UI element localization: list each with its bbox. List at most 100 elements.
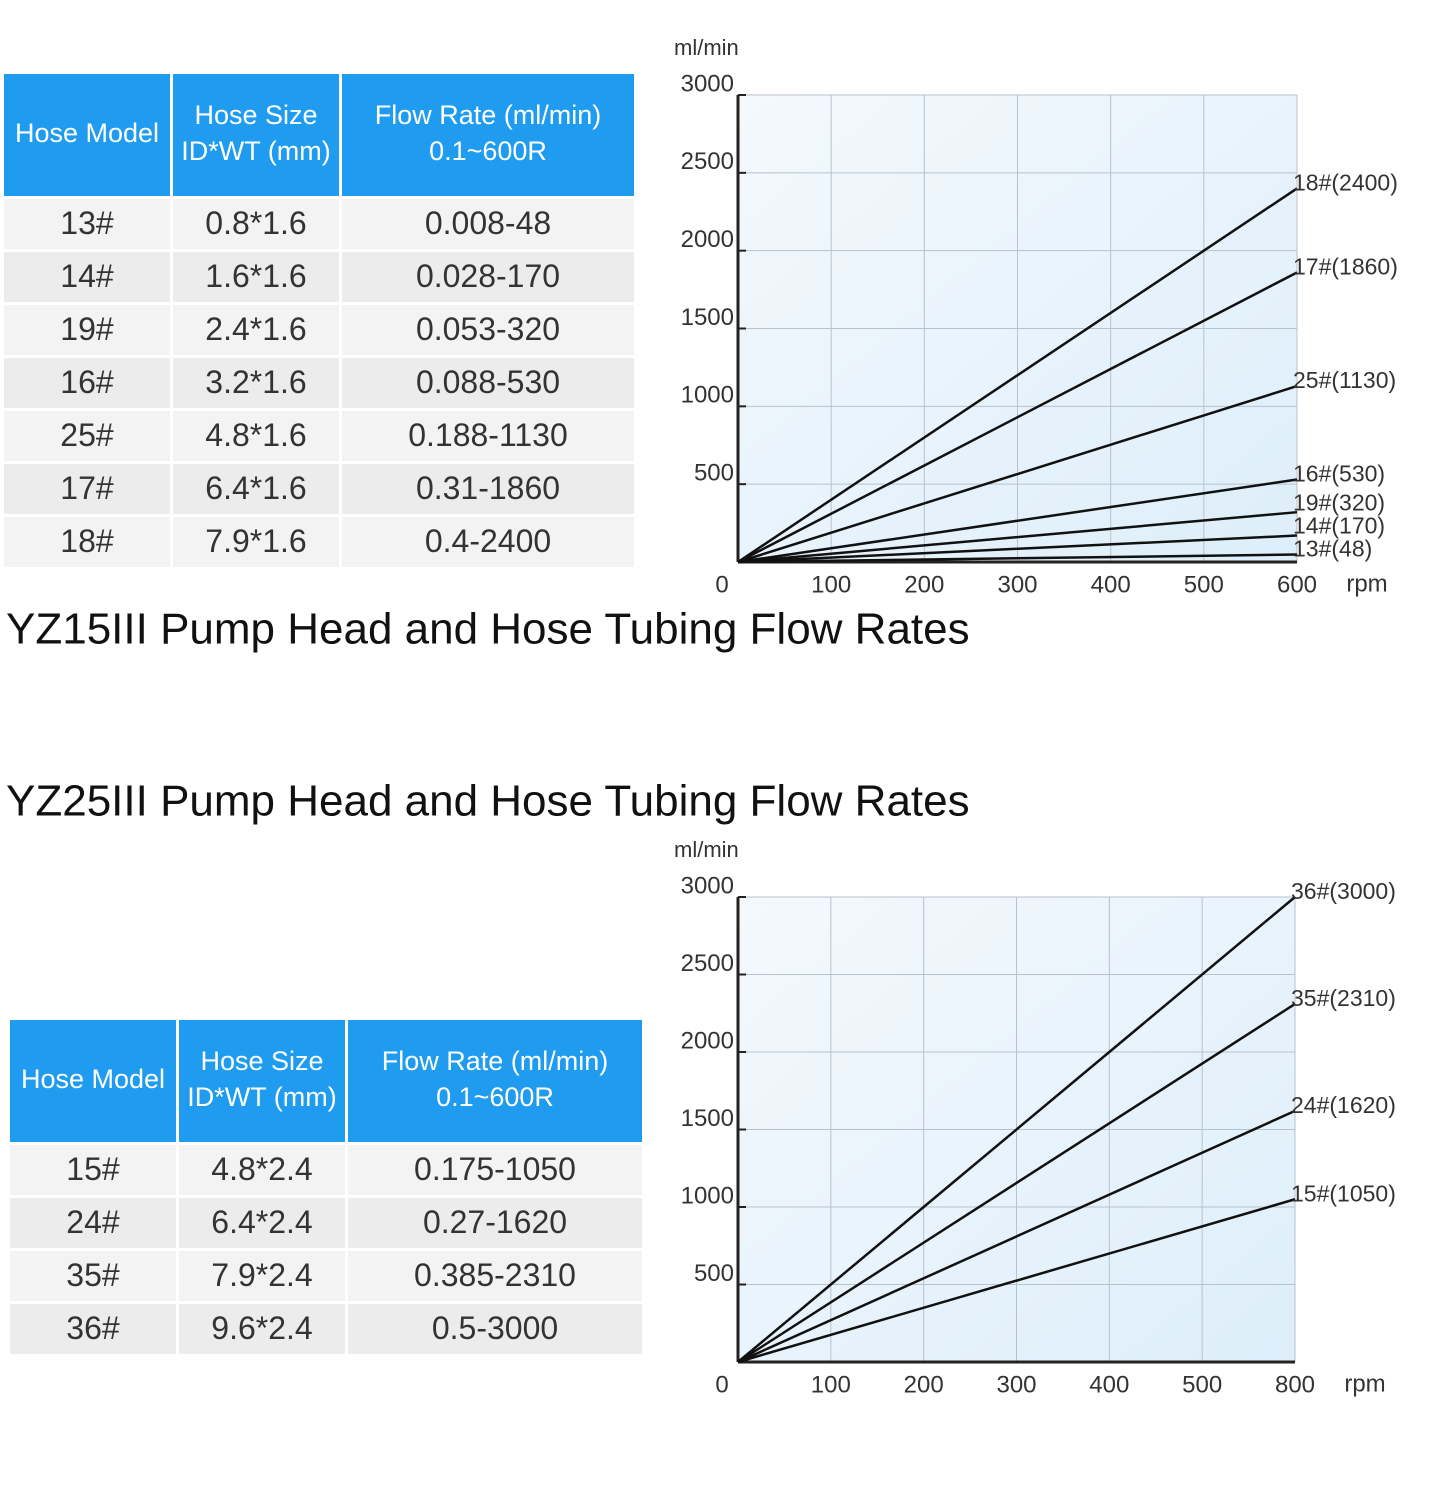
y-axis-label: ml/min — [674, 35, 739, 60]
cell-text: 4.8*1.6 — [205, 417, 306, 453]
y-tick-label: 3000 — [681, 70, 734, 97]
x-tick-label: 0 — [715, 1371, 728, 1398]
series-label: 14#(170) — [1293, 513, 1385, 539]
cell-text: 0.053-320 — [416, 311, 560, 347]
y-tick-label: 1000 — [681, 1182, 734, 1209]
x-tick-label: 100 — [811, 1371, 851, 1398]
cell-text: 15# — [66, 1151, 120, 1187]
header-text: Hose Size — [200, 1046, 323, 1076]
x-tick-label: 500 — [1182, 1371, 1222, 1398]
header-cell — [348, 1020, 642, 1142]
cell-text: 7.9*1.6 — [205, 523, 306, 559]
series-line — [737, 896, 1296, 1363]
x-tick-label: 300 — [997, 571, 1037, 598]
y-tick-label: 500 — [694, 460, 734, 487]
x-tick-label: 100 — [811, 571, 851, 598]
series-label: 18#(2400) — [1293, 169, 1398, 195]
header-text: Hose Model — [21, 1064, 165, 1094]
y-tick-label: 2500 — [681, 950, 734, 977]
y-tick-label: 3000 — [681, 872, 734, 899]
cell-text: 14# — [60, 258, 114, 294]
table-cell — [4, 199, 170, 249]
y-tick-label: 2000 — [681, 1027, 734, 1054]
header-cell — [173, 74, 339, 196]
header-text: 0.1~600R — [436, 1082, 554, 1112]
header-text: Flow Rate (ml/min) — [375, 100, 602, 130]
table-cell — [179, 1304, 345, 1354]
cell-text: 0.5-3000 — [432, 1310, 558, 1346]
table-cell — [10, 1145, 176, 1195]
y-tick-label: 1000 — [681, 382, 734, 409]
x-tick-label: 800 — [1275, 1371, 1315, 1398]
cell-text: 0.008-48 — [425, 205, 551, 241]
series-line — [737, 384, 1298, 564]
header-text: Hose Size — [194, 100, 317, 130]
series-label: 15#(1050) — [1291, 1180, 1396, 1206]
table-cell — [342, 199, 634, 249]
table-cell — [173, 305, 339, 355]
cell-text: 0.385-2310 — [414, 1257, 576, 1293]
table-cell — [342, 464, 634, 514]
table-cell — [4, 358, 170, 408]
cell-text: 0.175-1050 — [414, 1151, 576, 1187]
series-line — [737, 478, 1298, 564]
x-tick-label: 500 — [1184, 571, 1224, 598]
x-axis-label: rpm — [1346, 570, 1387, 597]
x-axis-label: rpm — [1344, 1370, 1385, 1397]
x-tick-label: 600 — [1277, 571, 1317, 598]
section-title: YZ25III Pump Head and Hose Tubing Flow R… — [6, 777, 970, 826]
cell-text: 6.4*2.4 — [211, 1204, 312, 1240]
table-cell — [342, 305, 634, 355]
table-cell — [4, 517, 170, 567]
table-cell — [173, 517, 339, 567]
table-cell — [348, 1251, 642, 1301]
series-label: 13#(48) — [1293, 536, 1372, 562]
cell-text: 6.4*1.6 — [205, 470, 306, 506]
table-cell — [10, 1304, 176, 1354]
header-text: ID*WT (mm) — [187, 1082, 336, 1112]
table-cell — [4, 411, 170, 461]
table-cell — [348, 1304, 642, 1354]
cell-text: 18# — [60, 523, 114, 559]
cell-text: 24# — [66, 1204, 120, 1240]
cell-text: 0.8*1.6 — [205, 205, 306, 241]
header-cell — [342, 74, 634, 196]
cell-text: 19# — [60, 311, 114, 347]
series-line — [737, 1002, 1296, 1364]
series-line — [737, 1198, 1296, 1364]
series-line — [737, 271, 1298, 564]
series-label: 17#(1860) — [1293, 254, 1398, 280]
table-cell — [10, 1251, 176, 1301]
series-line — [737, 534, 1298, 564]
x-tick-label: 0 — [715, 571, 728, 598]
table-cell — [173, 199, 339, 249]
table-cell — [4, 464, 170, 514]
x-tick-label: 200 — [904, 1371, 944, 1398]
header-cell — [179, 1020, 345, 1142]
y-tick-label: 1500 — [681, 304, 734, 331]
header-text: ID*WT (mm) — [181, 136, 330, 166]
y-tick-label: 2000 — [681, 226, 734, 253]
cell-text: 7.9*2.4 — [211, 1257, 312, 1293]
cell-text: 0.028-170 — [416, 258, 560, 294]
y-axis-label: ml/min — [674, 837, 739, 862]
table-cell — [179, 1198, 345, 1248]
table-cell — [342, 411, 634, 461]
cell-text: 25# — [60, 417, 114, 453]
series-label: 24#(1620) — [1291, 1092, 1396, 1118]
x-tick-label: 400 — [1089, 1371, 1129, 1398]
table-cell — [173, 411, 339, 461]
section-title: YZ15III Pump Head and Hose Tubing Flow R… — [6, 605, 970, 654]
cell-text: 0.4-2400 — [425, 523, 551, 559]
header-text: 0.1~600R — [429, 136, 547, 166]
table-cell — [10, 1198, 176, 1248]
table-cell — [173, 252, 339, 302]
y-tick-label: 500 — [694, 1260, 734, 1287]
cell-text: 13# — [60, 205, 114, 241]
table-cell — [342, 252, 634, 302]
table-cell — [348, 1145, 642, 1195]
cell-text: 0.088-530 — [416, 364, 560, 400]
series-label: 25#(1130) — [1293, 367, 1396, 393]
cell-text: 0.27-1620 — [423, 1204, 567, 1240]
